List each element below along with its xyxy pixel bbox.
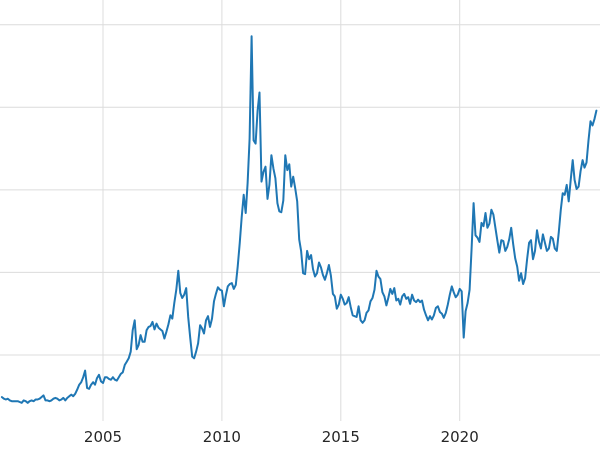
series-layer bbox=[0, 35, 598, 404]
x-tick-label: 2010 bbox=[203, 428, 241, 446]
grid-layer bbox=[0, 0, 600, 421]
x-tick-label: 2005 bbox=[84, 428, 122, 446]
x-tick-label: 2020 bbox=[441, 428, 479, 446]
x-tick-label: 2015 bbox=[322, 428, 360, 446]
x-axis-tick-labels: 2005 2010 2015 2020 bbox=[84, 428, 479, 446]
price-series-line bbox=[0, 35, 598, 404]
